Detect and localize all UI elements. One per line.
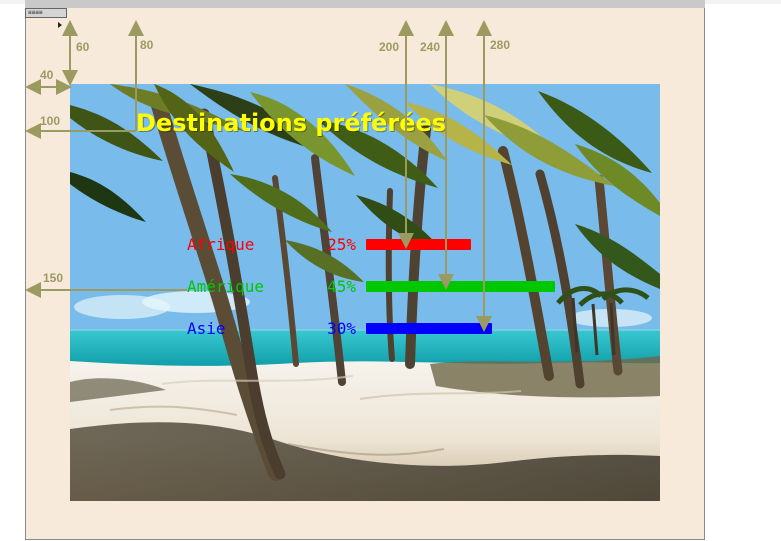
annotation-label-150: 150 [43,271,64,285]
annotation-label-60: 60 [76,40,90,54]
legend-name-amerique: Amérique [187,277,265,296]
left-shadow [70,378,166,402]
distant-palms [556,286,650,356]
beach-texture [109,375,522,456]
window-tab-marker-icon [58,22,62,28]
legend-percent-afrique: 25% [327,235,356,254]
legend-row-afrique: Afrique 25% [187,236,547,254]
legend-percent-asie: 30% [327,319,356,338]
annotation-label-40: 40 [40,68,54,82]
annotation-label-200: 200 [379,40,400,54]
window-tab-label: ≡≡≡≡ [28,9,43,16]
legend-name-asie: Asie [187,319,226,338]
sea [70,331,660,366]
annotation-label-80: 80 [140,38,154,52]
window-tab[interactable]: ≡≡≡≡ [25,8,67,28]
legend-bar-asie [366,323,492,334]
annotation-label-280: 280 [490,38,511,52]
foreground-shadow [70,422,660,501]
annotation-label-240: 240 [420,40,441,54]
annotation-label-100: 100 [40,114,61,128]
legend-bar-amerique [366,281,555,292]
legend-row-asie: Asie 30% [187,320,547,338]
legend-name-afrique: Afrique [187,235,255,254]
chart-title: Destinations préférées [136,109,447,137]
legend-percent-amerique: 45% [327,277,356,296]
legend-bar-afrique [366,239,471,250]
legend-row-amerique: Amérique 45% [187,277,555,296]
